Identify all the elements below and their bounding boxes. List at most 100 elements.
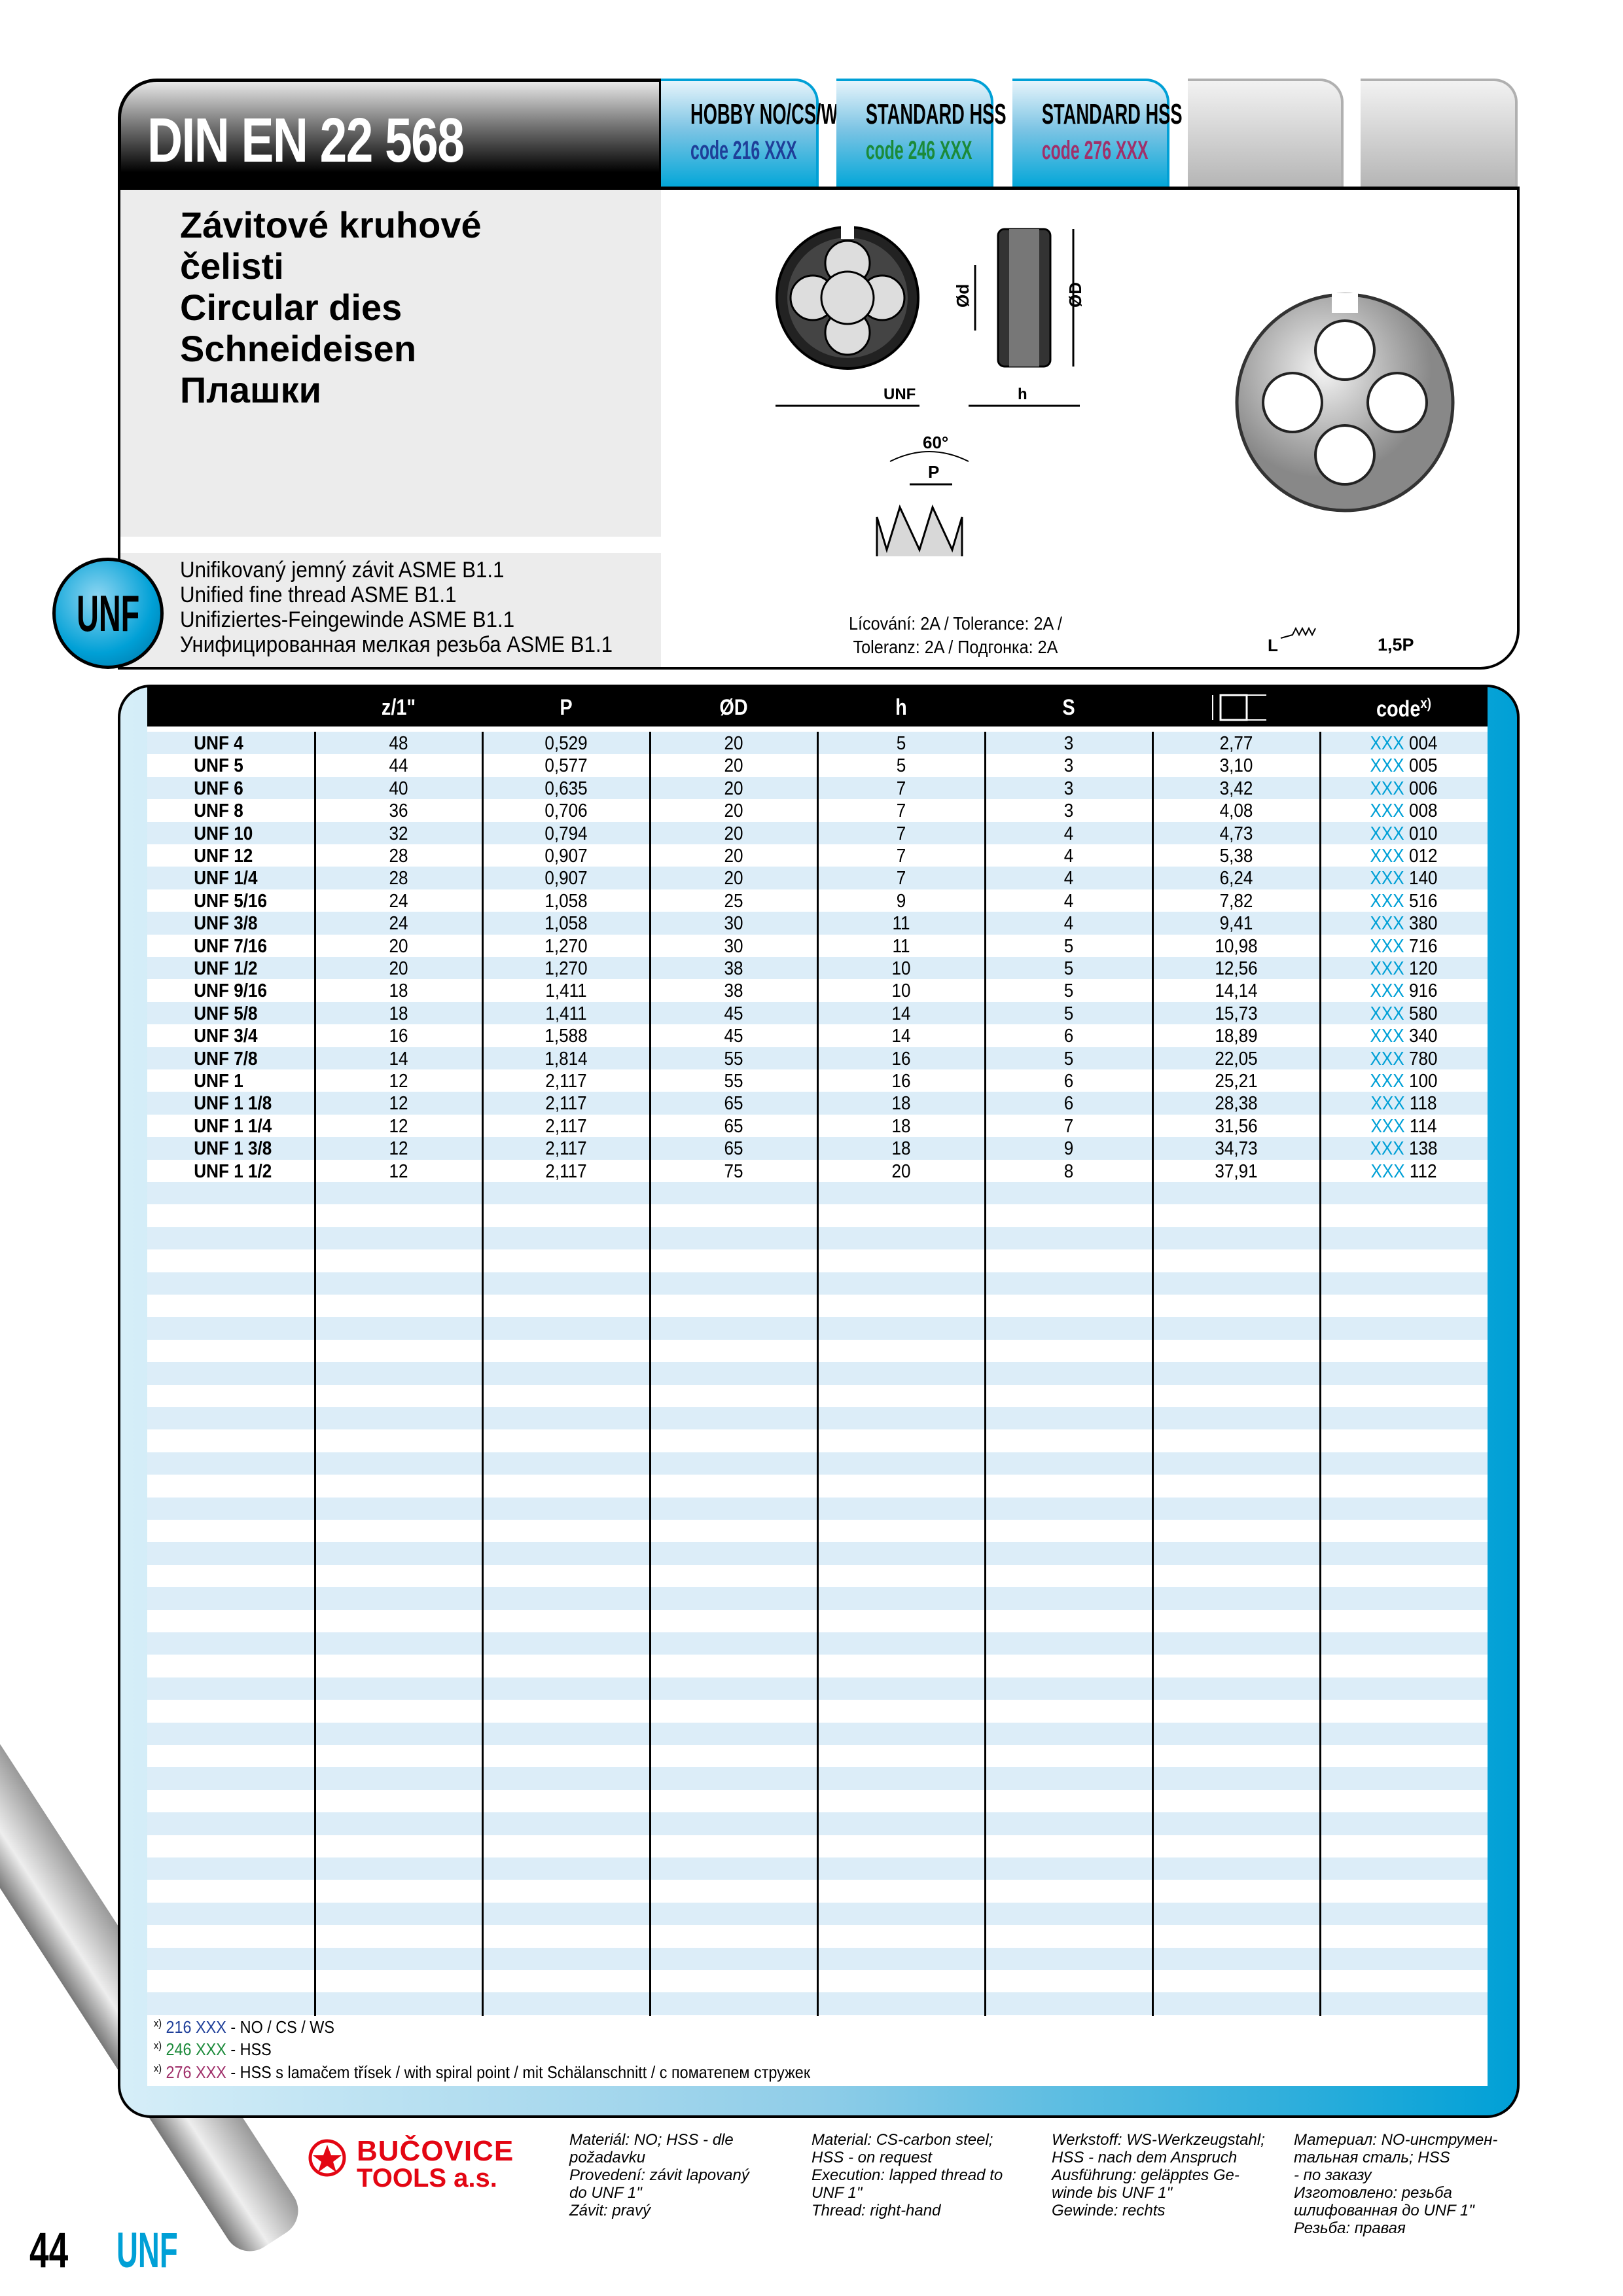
cell-col-1: 16 xyxy=(389,1026,408,1047)
table-row: UNF 8 36 0,706 20 7 3 4,08 XXX 008 xyxy=(147,799,1488,822)
cell-col-3: 25 xyxy=(724,890,743,912)
cell-col-6: 25,21 xyxy=(1215,1071,1258,1092)
col-header-code: codex) xyxy=(1376,695,1432,722)
cell-col-3: 30 xyxy=(724,913,743,935)
cell-col-7: XXX 008 xyxy=(1370,800,1438,822)
cell-col-4: 7 xyxy=(896,846,906,867)
cell-col-4: 7 xyxy=(896,823,906,844)
svg-text:h: h xyxy=(1018,386,1027,403)
cell-col-4: 18 xyxy=(891,1138,911,1160)
cell-col-7: XXX 112 xyxy=(1370,1160,1437,1182)
cell-col-4: 20 xyxy=(891,1160,911,1182)
cell-col-7: XXX 780 xyxy=(1370,1048,1438,1069)
cell-col-1: 12 xyxy=(389,1071,408,1092)
cell-col-5: 7 xyxy=(1063,1115,1074,1137)
cell-col-1: 18 xyxy=(389,980,408,1002)
svg-text:ØD: ØD xyxy=(1065,282,1085,308)
lead-chamfer-icon: L xyxy=(1268,626,1316,655)
col-header-outer-diameter: ØD xyxy=(719,695,748,720)
cell-col-5: 3 xyxy=(1063,800,1074,822)
column-divider xyxy=(1319,732,1321,2016)
cell-col-1: 28 xyxy=(389,868,408,889)
cell-col-4: 16 xyxy=(891,1048,911,1069)
cell-col-5: 6 xyxy=(1063,1026,1074,1047)
cell-col-2: 0,529 xyxy=(544,733,588,754)
col-header-s: S xyxy=(1062,695,1075,720)
cell-col-1: 20 xyxy=(389,935,408,957)
cell-col-7: XXX 916 xyxy=(1370,980,1438,1002)
column-divider xyxy=(984,732,986,2016)
cell-col-6: 31,56 xyxy=(1215,1115,1258,1137)
cell-col-2: 1,270 xyxy=(544,958,588,979)
cell-col-5: 4 xyxy=(1063,890,1074,912)
thread-description-band xyxy=(120,553,661,667)
cell-col-5: 4 xyxy=(1063,823,1074,844)
cell-col-2: 2,117 xyxy=(545,1138,587,1160)
unf-badge: UNF xyxy=(52,558,164,669)
tab-code: code 246 XXX xyxy=(865,136,972,165)
cell-col-5: 6 xyxy=(1063,1093,1074,1115)
cell-col-2: 0,907 xyxy=(544,868,588,889)
name-panel xyxy=(120,190,661,537)
cell-col-7: XXX 580 xyxy=(1370,1003,1438,1024)
cell-col-4: 14 xyxy=(891,1026,911,1047)
lead-value: 1,5P xyxy=(1378,635,1414,655)
cell-col-3: 65 xyxy=(724,1093,743,1115)
cell-col-1: 20 xyxy=(389,958,408,979)
cell-col-5: 8 xyxy=(1063,1160,1074,1182)
logo-star-icon xyxy=(308,2139,346,2177)
cell-col-2: 1,814 xyxy=(544,1048,588,1069)
cell-col-7: XXX 120 xyxy=(1370,958,1438,979)
tab-empty xyxy=(1188,79,1344,188)
cell-col-5: 3 xyxy=(1063,733,1074,754)
cell-col-6: 15,73 xyxy=(1215,1003,1258,1024)
cell-col-5: 4 xyxy=(1063,846,1074,867)
cell-col-1: 36 xyxy=(389,800,408,822)
tab-label: STANDARD HSS xyxy=(865,98,1007,130)
cell-col-3: 65 xyxy=(724,1138,743,1160)
cell-col-2: 2,117 xyxy=(545,1115,587,1137)
cell-col-0: UNF 5/8 xyxy=(194,1003,258,1024)
cell-col-7: XXX 005 xyxy=(1370,755,1438,777)
cell-col-3: 38 xyxy=(724,958,743,979)
cell-col-6: 10,98 xyxy=(1215,935,1258,957)
cell-col-1: 24 xyxy=(389,890,408,912)
cell-col-6: 37,91 xyxy=(1215,1160,1258,1182)
cell-col-7: XXX 012 xyxy=(1370,846,1438,867)
cell-col-1: 12 xyxy=(389,1115,408,1137)
cell-col-6: 2,77 xyxy=(1219,733,1253,754)
tab-code: code 216 XXX xyxy=(690,136,797,165)
cell-col-1: 48 xyxy=(389,733,408,754)
cell-col-3: 55 xyxy=(724,1071,743,1092)
cell-col-6: 18,89 xyxy=(1215,1026,1258,1047)
cell-col-0: UNF 1 1/8 xyxy=(194,1093,272,1115)
col-header-pitch: P xyxy=(560,695,573,720)
cell-col-0: UNF 6 xyxy=(194,778,243,799)
svg-text:Ød: Ød xyxy=(953,284,972,308)
cell-col-0: UNF 1 1/2 xyxy=(194,1160,272,1182)
product-names: Závitové kruhové čelisti Circular dies Schn… xyxy=(180,204,482,410)
cell-col-3: 20 xyxy=(724,733,743,754)
cell-col-0: UNF 3/8 xyxy=(194,913,258,935)
cell-col-1: 24 xyxy=(389,913,408,935)
cell-col-2: 1,270 xyxy=(544,935,588,957)
cell-col-7: XXX 340 xyxy=(1370,1026,1438,1047)
cell-col-3: 55 xyxy=(724,1048,743,1069)
cell-col-3: 75 xyxy=(724,1160,743,1182)
column-divider xyxy=(314,732,316,2016)
footer-text-de: Werkstoff: WS-Werkzeugstahl; HSS - nach d… xyxy=(1052,2131,1265,2219)
cell-col-6: 34,73 xyxy=(1215,1138,1258,1160)
cell-col-4: 10 xyxy=(891,958,911,979)
cell-col-2: 0,706 xyxy=(544,800,588,822)
cell-col-4: 9 xyxy=(896,890,906,912)
cell-col-1: 12 xyxy=(389,1093,408,1115)
cell-col-7: XXX 716 xyxy=(1370,935,1438,957)
cell-col-0: UNF 4 xyxy=(194,733,243,754)
cell-col-3: 20 xyxy=(724,778,743,799)
footer-text-en: Material: CS-carbon steel; HSS - on reque… xyxy=(812,2131,1003,2219)
cell-col-2: 1,058 xyxy=(544,913,588,935)
footer-text-ru: Материал: NO-инструмен-тальная сталь; HS… xyxy=(1294,2131,1498,2237)
cell-col-2: 0,907 xyxy=(544,846,588,867)
cell-col-2: 2,117 xyxy=(545,1160,587,1182)
cell-col-0: UNF 9/16 xyxy=(194,980,267,1002)
